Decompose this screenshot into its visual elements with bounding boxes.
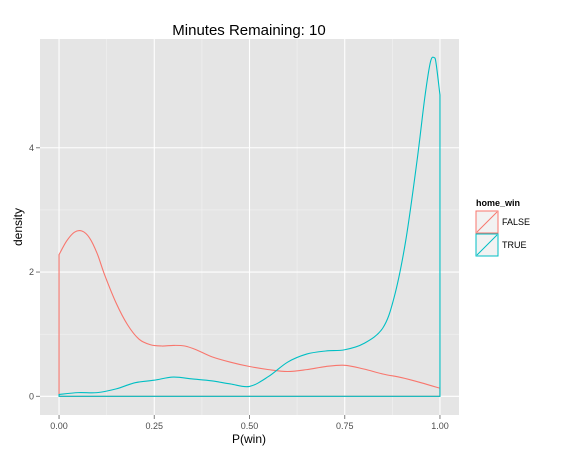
legend-label: FALSE: [502, 217, 530, 227]
x-tick-label: 0.50: [241, 421, 259, 431]
x-tick-label: 0.75: [336, 421, 354, 431]
x-tick-label: 1.00: [431, 421, 449, 431]
legend-item-true: TRUE: [475, 233, 527, 257]
legend: home_win FALSE TRUE: [475, 198, 530, 257]
legend-title: home_win: [476, 198, 520, 208]
y-tick-label: 2: [29, 267, 34, 277]
legend-key-line: [476, 211, 498, 233]
y-axis-ticks: 0 2 4: [29, 143, 40, 401]
density-line-false: [58, 230, 441, 397]
y-tick-label: 4: [29, 143, 34, 153]
y-axis-title: density: [11, 208, 25, 246]
x-axis-ticks: 0.00 0.25 0.50 0.75 1.00: [50, 415, 449, 431]
legend-key-line: [476, 234, 498, 256]
x-tick-label: 0.25: [146, 421, 164, 431]
y-tick-label: 0: [29, 391, 34, 401]
x-tick-label: 0.00: [50, 421, 68, 431]
series-layer: [58, 56, 441, 397]
legend-label: TRUE: [502, 240, 527, 250]
density-line-true: [58, 56, 441, 397]
legend-item-false: FALSE: [475, 210, 530, 234]
chart-title: Minutes Remaining: 10: [172, 22, 325, 39]
x-axis-title: P(win): [232, 432, 266, 446]
